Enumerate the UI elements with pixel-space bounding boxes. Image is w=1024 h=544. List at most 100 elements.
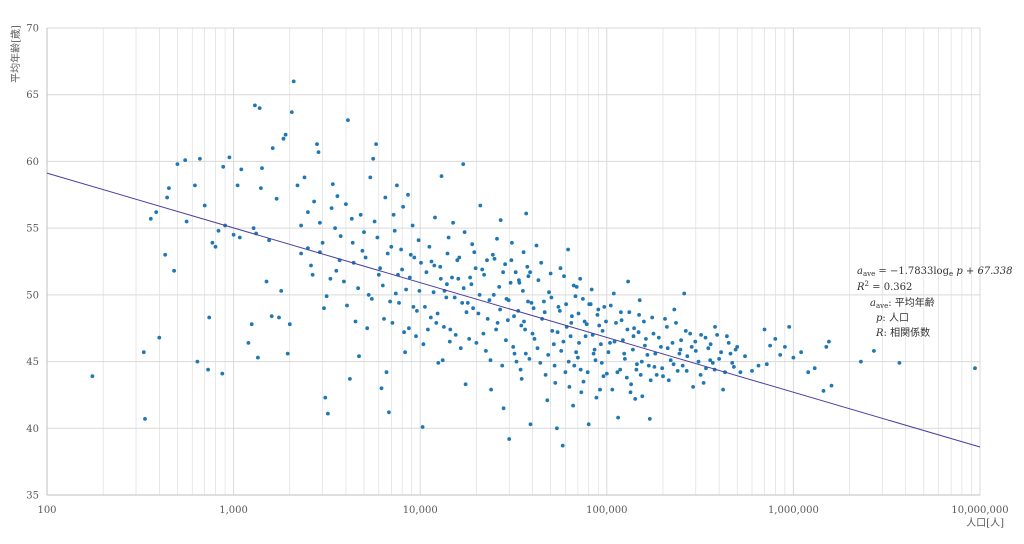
data-point [584, 322, 589, 327]
data-point [403, 350, 407, 355]
data-point [316, 150, 321, 155]
data-point [299, 223, 303, 228]
data-point [393, 291, 398, 296]
data-point [427, 244, 432, 249]
data-point [684, 369, 689, 373]
data-point [703, 335, 708, 340]
data-point [401, 204, 405, 209]
data-point [345, 303, 349, 308]
data-point [438, 264, 443, 269]
data-point [640, 394, 645, 399]
y-tick-label: 40 [26, 424, 39, 435]
data-point [424, 270, 429, 275]
data-point [374, 142, 378, 147]
data-point [299, 251, 303, 256]
data-point [295, 183, 300, 188]
data-point [526, 274, 531, 279]
data-point [490, 252, 495, 257]
data-point [350, 240, 355, 245]
data-point [559, 349, 564, 353]
data-point [410, 223, 415, 228]
data-point [648, 378, 653, 383]
data-point [556, 305, 561, 309]
data-point [323, 395, 328, 400]
data-point [555, 330, 560, 335]
data-point [661, 374, 665, 379]
data-point [506, 298, 511, 303]
data-point [501, 406, 506, 411]
data-point [582, 319, 587, 324]
data-point [594, 395, 599, 400]
data-point [506, 318, 510, 323]
data-point [399, 247, 403, 252]
legend-r: R: 相関係数 [875, 326, 930, 339]
data-point [378, 266, 382, 271]
data-point [624, 375, 629, 380]
data-point [551, 342, 556, 347]
data-point [419, 260, 423, 265]
data-point [404, 287, 408, 292]
data-point [487, 298, 492, 303]
data-point [154, 210, 159, 215]
data-point [318, 220, 322, 225]
data-point [473, 266, 478, 271]
data-point [157, 335, 162, 340]
data-point [193, 183, 197, 188]
data-point [492, 256, 497, 261]
data-point [693, 349, 698, 353]
data-point [568, 334, 573, 339]
data-point [221, 164, 226, 169]
data-point [543, 373, 548, 377]
data-point [783, 345, 787, 349]
data-point [397, 301, 401, 305]
data-point [207, 315, 212, 320]
data-point [526, 299, 530, 304]
data-point [274, 196, 279, 201]
data-point [778, 353, 783, 357]
data-point [287, 322, 292, 327]
data-point [450, 275, 454, 280]
data-point [645, 353, 650, 357]
data-point [764, 362, 769, 367]
data-point [494, 327, 498, 332]
data-point [143, 417, 147, 421]
data-point [535, 346, 540, 351]
data-point [463, 382, 468, 387]
data-point [639, 359, 644, 364]
data-point [670, 341, 675, 345]
data-point [467, 337, 472, 341]
data-point [587, 302, 592, 307]
x-tick-label: 10,000 [403, 505, 438, 516]
data-point [446, 235, 451, 240]
data-point [812, 366, 817, 371]
data-point [414, 334, 418, 339]
data-point [277, 315, 281, 320]
data-point [619, 310, 623, 315]
data-point [328, 276, 333, 281]
equation-annotation: aave = −1.7833loge p + 67.338 R2 = 0.362… [856, 266, 1012, 339]
data-point [395, 183, 399, 188]
data-point [626, 279, 630, 284]
data-point [571, 283, 576, 288]
data-point [368, 175, 373, 180]
data-point [521, 289, 525, 293]
data-point [407, 275, 412, 280]
data-point [591, 351, 596, 356]
data-point [289, 110, 294, 114]
data-point [717, 357, 721, 361]
data-points [90, 79, 977, 448]
data-point [365, 326, 370, 331]
data-point [604, 371, 609, 376]
data-point [548, 271, 553, 276]
data-point [433, 215, 437, 220]
data-point [478, 203, 483, 208]
data-point [616, 415, 620, 420]
data-point [309, 263, 313, 268]
x-tick-label: 100,000 [586, 505, 627, 516]
data-point [619, 318, 624, 323]
data-point [507, 437, 512, 441]
data-point [647, 417, 652, 421]
data-point [172, 268, 177, 273]
data-point [693, 339, 698, 344]
data-point [581, 379, 586, 384]
